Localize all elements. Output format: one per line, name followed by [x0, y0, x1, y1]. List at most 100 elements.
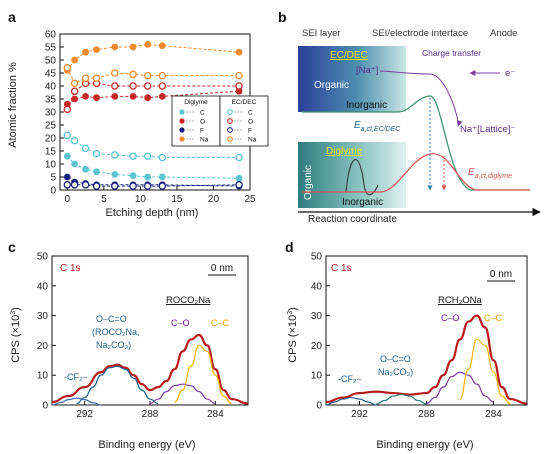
diglyme-inorganic-label: Inorganic [342, 197, 383, 208]
data-point [158, 71, 167, 80]
panel-d-depth: 0 nm [490, 269, 512, 280]
panel-d-curve-component [459, 338, 511, 405]
panel-label-b: b [278, 9, 287, 25]
data-point [63, 64, 72, 72]
reaction-coordinate-label: Reaction coordinate [308, 214, 397, 225]
panel-a-ytick-label: 0 [50, 186, 56, 197]
panel-c-oco-species2: Na₂CO₃) [96, 340, 131, 350]
ecdec-box-title: EC/DEC [330, 50, 368, 61]
legend-entry: F [248, 128, 252, 135]
data-point [63, 181, 72, 189]
data-point [111, 182, 119, 190]
data-point [71, 160, 79, 168]
panel-b: b SEI layer SEI/electrode interface Anod… [278, 9, 541, 225]
data-point [235, 181, 243, 189]
legend-group-diglyme: Diglyme [184, 99, 208, 106]
panel-a-ytick-label: 15 [45, 147, 57, 158]
panel-c-ytick-label: 10 [37, 371, 49, 382]
legend-entry: Na [248, 137, 257, 144]
panel-a-ytick-label: 60 [45, 30, 57, 41]
panel-a-xtick-label: 20 [208, 194, 220, 205]
ecdec-organic-label: Organic [314, 80, 349, 91]
data-point [143, 152, 152, 160]
panel-c-xtick-label: 284 [207, 409, 224, 420]
panel-d-xlabel: Binding energy (eV) [376, 439, 473, 451]
panel-a-ytick-label: 55 [45, 43, 57, 54]
panel-c-ytick-label: 50 [37, 252, 49, 263]
panel-c-curve-component [149, 383, 216, 405]
data-point [235, 82, 243, 90]
data-point [71, 95, 79, 103]
legend-marker [179, 136, 185, 142]
panel-a-xtick-label: 15 [171, 194, 183, 205]
legend-entry: O [248, 119, 253, 126]
panel-d-co-label: C–O [441, 313, 460, 323]
panel-d-oco-label: O–C=O [380, 354, 411, 364]
panel-c-cc-label: C–C [211, 318, 230, 328]
panel-label-a: a [8, 9, 16, 25]
panel-c-oco-label: O–C=O [96, 314, 127, 324]
panel-d-curve-component [426, 371, 494, 405]
panel-d-curve-component [376, 393, 427, 405]
data-point [111, 43, 119, 51]
data-point [129, 182, 137, 190]
panel-a-ytick-label: 30 [45, 108, 57, 119]
legend-marker [227, 127, 233, 133]
legend-entry: C [248, 110, 253, 117]
data-point [63, 131, 72, 140]
data-point [129, 93, 137, 100]
legend-marker [179, 127, 185, 133]
panel-d-ytick-label: 10 [311, 371, 323, 382]
panel-c-xlabel: Binding energy (eV) [98, 439, 195, 451]
diglyme-sei-box [298, 142, 406, 208]
data-point [235, 174, 243, 182]
data-point [92, 149, 101, 158]
panel-c-ytick-label: 40 [37, 281, 49, 292]
data-point [143, 71, 152, 80]
panel-d-ytick-label: 50 [311, 252, 323, 263]
data-point [111, 151, 119, 159]
data-point [82, 48, 89, 56]
data-point [235, 71, 243, 80]
ecdec-sei-box [298, 46, 406, 112]
data-point [93, 168, 100, 176]
panel-c-depth: 0 nm [211, 263, 233, 274]
panel-c-curve-component [174, 344, 232, 405]
data-point [111, 171, 119, 178]
series-line-diglyme-o [67, 90, 240, 105]
panel-d-title: C 1s [331, 263, 352, 274]
data-point [129, 70, 137, 79]
panel-c-ytick-label: 20 [37, 341, 49, 352]
charge-transfer-label: Charge transfer [422, 48, 481, 58]
panel-d-ytick-label: 20 [311, 341, 323, 352]
panel-a-xtick-label: 25 [244, 194, 256, 205]
panel-c-curve-component [76, 365, 159, 405]
panel-c-curve-data [51, 333, 249, 405]
data-point [63, 152, 71, 160]
data-point [81, 181, 90, 189]
data-point [144, 41, 152, 48]
panel-d-xtick-label: 292 [351, 409, 368, 420]
panel-a-ytick-label: 35 [45, 95, 57, 106]
data-point [158, 153, 167, 162]
panel-d: d 292 288 284 0 10 20 30 40 50 C 1s 0 nm -CF₂– O… [285, 239, 528, 451]
legend-entry: F [200, 128, 204, 135]
legend-marker [227, 118, 233, 124]
data-point [82, 165, 89, 173]
panel-c-cf2-label: -CF₂– [64, 372, 88, 382]
panel-a-ytick-label: 40 [45, 82, 57, 93]
region-sei-layer: SEI layer [302, 28, 341, 39]
panel-a-ytick-label: 50 [45, 56, 57, 67]
legend-marker [227, 109, 233, 115]
panel-a-ytick-label: 5 [50, 173, 56, 184]
electron-label: e⁻ [505, 68, 515, 79]
series-line-diglyme-na [66, 43, 240, 71]
panel-d-marks [325, 314, 528, 406]
data-point [158, 93, 166, 100]
data-point [63, 173, 71, 181]
ion-pathway-arrow [379, 70, 463, 127]
data-point [70, 181, 79, 189]
panel-c: c 292 288 284 0 10 20 30 40 50 C 1s 0 nm -CF₂– O… [8, 239, 249, 451]
